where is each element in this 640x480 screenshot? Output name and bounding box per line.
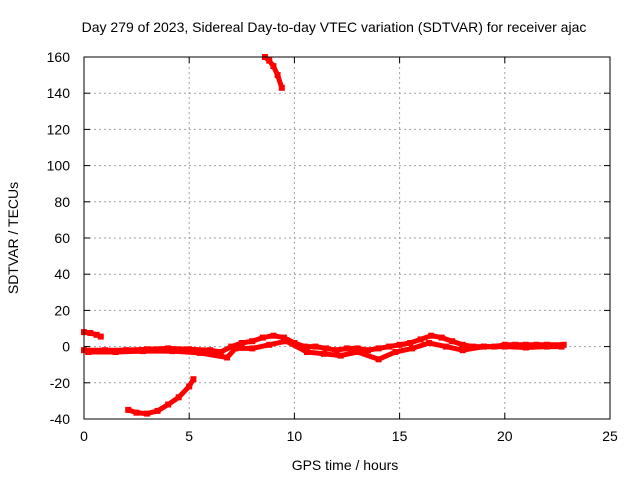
data-point xyxy=(144,410,151,417)
data-point xyxy=(323,345,329,352)
y-tick-label: 40 xyxy=(54,266,70,282)
data-point xyxy=(169,348,176,355)
y-tick-label: 0 xyxy=(62,339,70,355)
data-point xyxy=(133,409,140,416)
data-point xyxy=(186,346,193,353)
data-point xyxy=(266,57,273,64)
data-point xyxy=(407,340,414,346)
data-point xyxy=(283,338,289,345)
data-point xyxy=(87,330,94,336)
data-point xyxy=(354,345,361,352)
data-point xyxy=(337,352,344,359)
data-point xyxy=(442,343,449,350)
y-tick-label: -20 xyxy=(50,375,70,391)
data-point xyxy=(304,349,310,355)
series-segment-low-arc xyxy=(125,376,197,417)
series-main-band-b xyxy=(85,338,565,363)
y-tick-label: 60 xyxy=(54,230,70,246)
y-tick-label: 80 xyxy=(54,194,70,210)
y-tick-label: -40 xyxy=(50,411,70,427)
data-point xyxy=(249,345,256,352)
data-point xyxy=(558,343,565,350)
data-point xyxy=(426,340,433,346)
x-tick-label: 20 xyxy=(497,428,513,444)
data-point xyxy=(154,407,161,414)
data-point xyxy=(449,338,456,345)
y-tick-label: 20 xyxy=(54,302,70,318)
data-point xyxy=(186,383,193,390)
data-point xyxy=(396,341,403,348)
data-point xyxy=(112,349,119,355)
series-segment-high xyxy=(261,54,285,91)
data-point xyxy=(522,344,529,351)
data-point xyxy=(459,341,466,348)
x-axis-label: GPS time / hours xyxy=(292,457,399,473)
data-point xyxy=(125,406,132,413)
data-point xyxy=(249,338,256,345)
data-point xyxy=(312,343,319,350)
data-point xyxy=(428,332,435,339)
data-point xyxy=(480,343,487,350)
data-point xyxy=(224,354,231,361)
data-point xyxy=(333,347,340,354)
series-line xyxy=(127,377,196,417)
data-point xyxy=(501,343,508,350)
y-axis-label: SDTVAR / TECUs xyxy=(5,182,21,294)
data-point xyxy=(459,347,466,354)
data-point xyxy=(190,376,197,383)
data-point xyxy=(165,345,172,352)
y-tick-label: 120 xyxy=(47,121,71,137)
y-tick-label: 100 xyxy=(47,158,71,174)
data-point xyxy=(196,349,203,356)
data-point xyxy=(266,341,273,348)
data-point xyxy=(139,348,146,355)
data-point xyxy=(232,345,239,352)
data-point xyxy=(259,334,266,341)
data-point xyxy=(438,334,445,341)
data-point xyxy=(365,347,371,354)
data-point xyxy=(344,345,350,352)
data-point xyxy=(175,394,182,401)
data-point xyxy=(228,343,235,350)
x-tick-label: 10 xyxy=(287,428,303,444)
axis-ticks: 0 5 10 15 20 25 -40 -20 0 20 40 60 80 100 120 140 160 xyxy=(47,49,618,444)
x-tick-label: 0 xyxy=(80,428,88,444)
data-point xyxy=(409,345,416,352)
data-point xyxy=(278,84,285,91)
data-point xyxy=(207,347,214,354)
grid xyxy=(84,57,610,419)
data-point xyxy=(238,340,245,346)
data-point xyxy=(375,345,382,352)
data-point xyxy=(280,334,287,341)
data-point xyxy=(97,333,104,340)
plot-frame xyxy=(83,56,611,420)
data-point xyxy=(417,336,424,343)
data-point xyxy=(165,401,172,408)
x-tick-label: 15 xyxy=(392,428,408,444)
x-tick-label: 5 xyxy=(185,428,193,444)
data-point xyxy=(301,343,308,350)
chart-title: Day 279 of 2023, Sidereal Day-to-day VTE… xyxy=(82,19,587,35)
data-point xyxy=(274,72,281,79)
data-point xyxy=(354,349,361,355)
data-point xyxy=(270,63,277,70)
data-point xyxy=(217,349,224,355)
data-point xyxy=(386,343,393,350)
y-tick-label: 140 xyxy=(47,85,71,101)
data-point xyxy=(320,350,327,357)
data-point xyxy=(543,343,550,350)
data-point xyxy=(270,332,277,339)
data-point xyxy=(375,356,382,363)
data-point xyxy=(93,331,100,338)
data-point xyxy=(392,349,399,355)
data-point xyxy=(85,349,92,355)
x-tick-label: 25 xyxy=(602,428,618,444)
y-tick-label: 160 xyxy=(47,49,71,65)
data-series xyxy=(81,54,567,417)
